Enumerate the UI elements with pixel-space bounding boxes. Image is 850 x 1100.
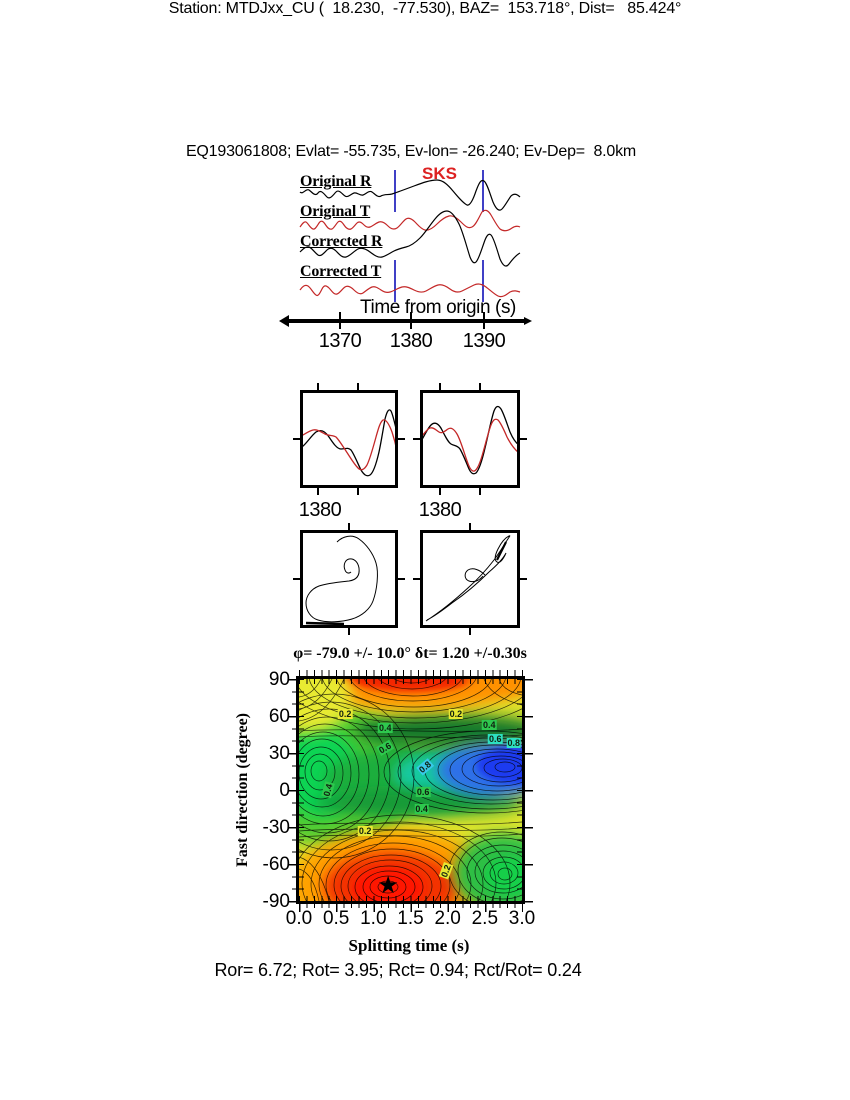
axis-ticks-right-major (525, 679, 533, 903)
contour-x-tick-label: 2.0 (434, 908, 461, 929)
contour-y-tick-label: 90 (268, 669, 290, 690)
contour-x-tick-labels: 0.0 0.5 1.0 1.5 2.0 2.5 3.0 (286, 908, 535, 932)
axis-ticks-bottom-major (299, 904, 523, 912)
contour-level-label: 0.4 (414, 803, 429, 814)
time-axis-tick-label: 1390 (462, 330, 506, 352)
box-tick-label-right: 1380 (418, 499, 462, 521)
contour-y-tick-label: -30 (262, 817, 290, 838)
box-tick (520, 438, 527, 440)
event-header: EQ193061808; Evlat= -55.735, Ev-lon= -26… (185, 143, 637, 160)
contour-star: ★ (377, 872, 399, 900)
box-tick-label-left: 1380 (298, 499, 342, 521)
time-axis-tick (483, 312, 485, 329)
particle-motion-box-corrected (420, 530, 520, 628)
box-tick (357, 383, 359, 390)
box-tick (398, 438, 405, 440)
box-tick (479, 488, 481, 495)
contour-x-tick-label: 0.5 (322, 908, 350, 929)
particle-motion-box-original (300, 530, 398, 628)
axis-ticks-right-inner (517, 679, 522, 901)
contour-field-svg (299, 679, 522, 901)
time-axis-tick-label: 1370 (318, 330, 362, 352)
contour-xlabel: Splitting time (s) (348, 936, 470, 955)
box-tick (317, 488, 319, 495)
axis-ticks-top-inner (299, 679, 522, 684)
contour-x-tick-label: 0.0 (285, 908, 313, 929)
box-tick (293, 578, 300, 580)
axis-ticks-top-outer (299, 670, 523, 676)
box-tick (413, 438, 420, 440)
contour-level-label: 0.4 (321, 781, 335, 799)
axis-ticks-bottom-inner (299, 896, 522, 901)
axis-ticks-left-inner (299, 679, 304, 901)
contour-labels-layer: 0.2 0.2 0.4 0.4 0.6 0.6 0.8 0.8 0.4 0.6 0.4 0.2 0.2 (299, 679, 522, 901)
axis-ticks-bottom-minor (299, 904, 523, 908)
contour-y-tick-label: 60 (268, 706, 290, 727)
trace-original-t (299, 209, 521, 232)
contour-level-label: 0.4 (482, 719, 497, 730)
contour-level-label: 0.2 (448, 708, 464, 719)
box-tick (439, 488, 441, 495)
trace-original-r (299, 179, 521, 211)
box-tick (413, 578, 420, 580)
contour-y-tick-label: 30 (268, 743, 290, 764)
time-axis-tick (410, 312, 412, 329)
station-header: Station: MTDJxx_CU ( 18.230, -77.530), B… (168, 0, 682, 17)
box-tick (520, 578, 527, 580)
trace-corrected-t (299, 283, 521, 298)
contour-level-label: 0.4 (377, 723, 393, 734)
contour-x-tick-label: 1.0 (360, 908, 387, 929)
contour-y-tick-label: -60 (262, 854, 290, 875)
axis-ticks-left-minor (292, 679, 296, 902)
contour-level-label: 0.2 (337, 708, 353, 719)
seismogram-traces (299, 170, 521, 302)
window-markers (394, 170, 484, 302)
time-axis-tick (339, 312, 341, 329)
contour-x-tick-label: 3.0 (508, 908, 536, 929)
box-tick (398, 578, 405, 580)
contour-plot: 0.2 0.2 0.4 0.4 0.6 0.6 0.8 0.8 0.4 0.6 0.4 0.2 0.2 … (296, 676, 525, 904)
waveform-pair-corrected (420, 405, 520, 475)
time-axis-right-arrow-icon (524, 317, 532, 325)
splitting-statistics: Ror= 6.72; Rot= 3.95; Rct= 0.94; Rct/Rot… (214, 960, 582, 980)
box-tick (348, 628, 350, 635)
particle-motion-corrected (425, 535, 511, 622)
contour-level-label: 0.6 (415, 787, 431, 798)
time-axis-title: Time from origin (s) (360, 297, 516, 318)
time-axis-tick-label: 1380 (389, 330, 433, 352)
box-tick (469, 628, 471, 635)
trace-label-original-t: Original T (300, 203, 371, 220)
box-tick (479, 383, 481, 390)
contour-y-tick-labels: 90 60 30 0 -30 -60 -90 (246, 669, 290, 912)
waveform-box-original (300, 390, 398, 488)
time-axis-left-arrow-icon (279, 315, 289, 327)
contour-level-label: 0.6 (376, 740, 395, 757)
contour-y-tick-label: -90 (262, 891, 290, 912)
contour-level-label: 0.2 (357, 825, 373, 836)
trace-label-corrected-r: Corrected R (300, 233, 383, 250)
contour-y-tick-label: 0 (279, 780, 290, 801)
particle-motion-original (305, 535, 378, 626)
contour-level-label: 0.8 (506, 738, 522, 749)
contour-level-label: 0.2 (438, 862, 454, 880)
waveform-pair-original (300, 409, 398, 477)
trace-label-original-r: Original R (300, 173, 372, 190)
box-tick (357, 488, 359, 495)
contour-title: φ= -79.0 +/- 10.0° δt= 1.20 +/-0.30s (293, 645, 527, 662)
waveform-box-corrected (420, 390, 520, 488)
box-tick (439, 383, 441, 390)
box-tick (348, 523, 350, 530)
box-tick (469, 523, 471, 530)
phase-label-sks: SKS (422, 164, 457, 183)
box-tick (293, 438, 300, 440)
contour-x-tick-label: 2.5 (471, 908, 499, 929)
box-tick (317, 383, 319, 390)
trace-label-corrected-t: Corrected T (300, 263, 382, 280)
contour-x-tick-label: 1.5 (397, 908, 424, 929)
time-axis-line (288, 319, 524, 323)
contour-level-label: 0.6 (487, 734, 503, 745)
contour-level-label: 0.8 (416, 758, 435, 776)
trace-corrected-r (299, 210, 521, 267)
